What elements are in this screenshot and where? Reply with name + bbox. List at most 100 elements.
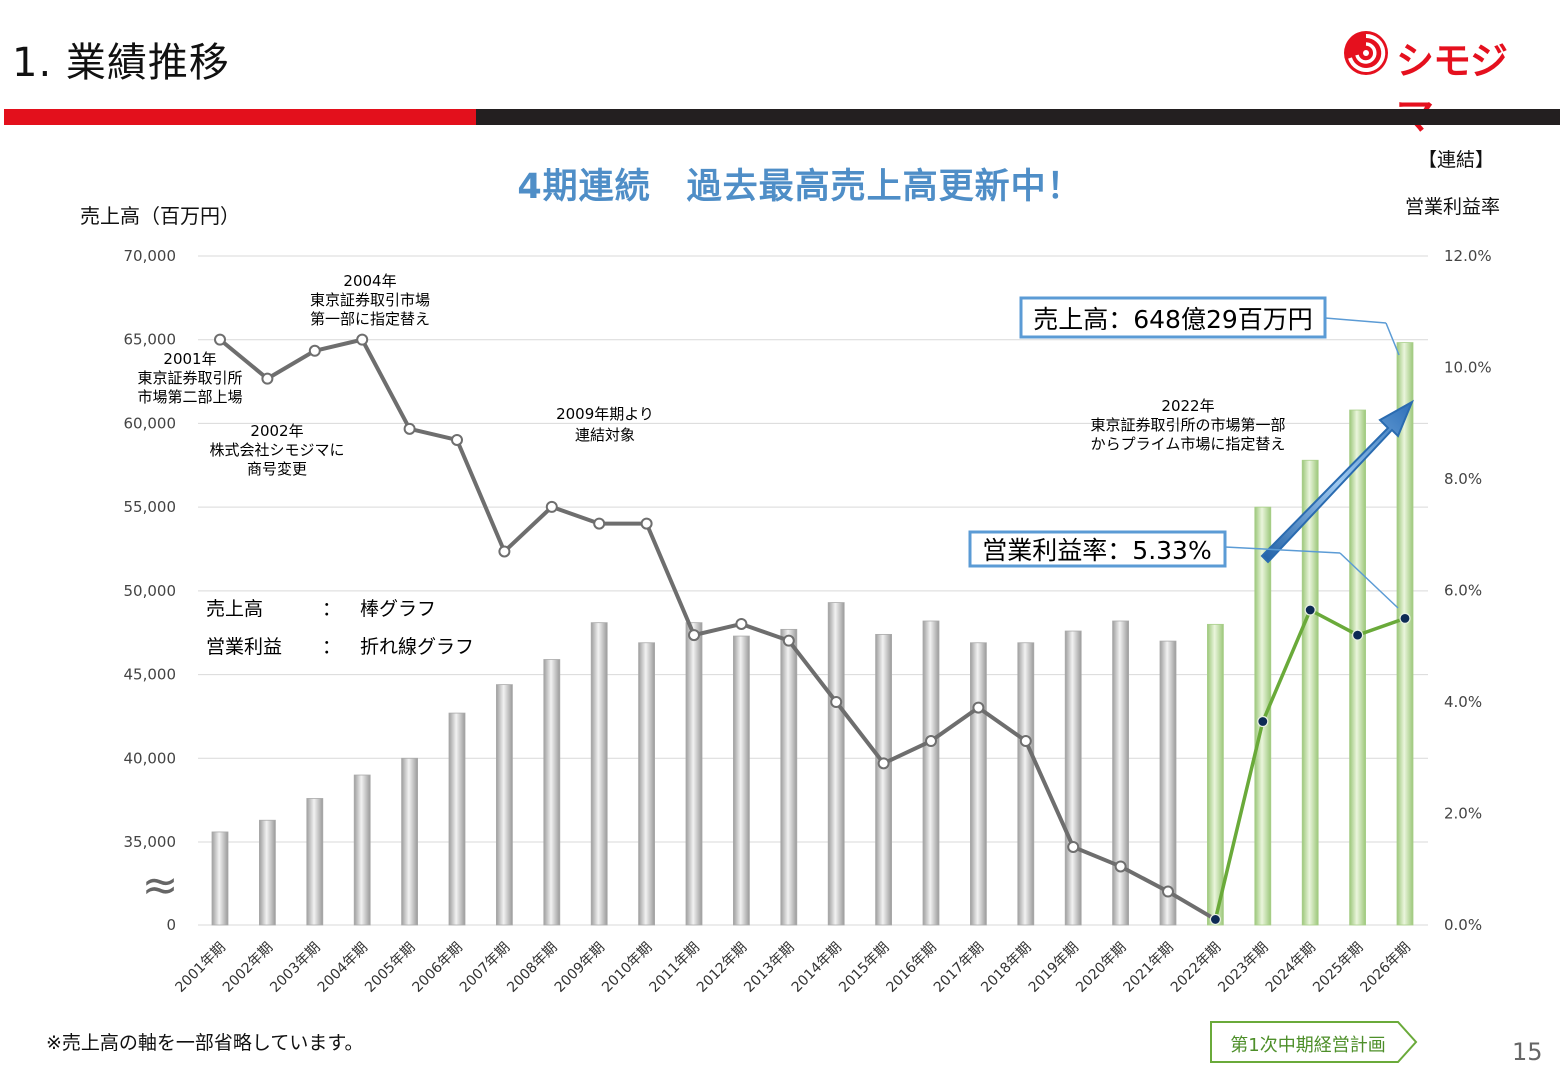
profit-margin-point	[1304, 604, 1316, 616]
profit-margin-point	[356, 333, 369, 346]
sales-bar	[875, 633, 892, 926]
x-tick-label: 2012年期	[694, 940, 750, 996]
profit-margin-point	[782, 634, 795, 647]
annotation-line: 東京証券取引所	[137, 369, 242, 387]
sales-bar	[733, 635, 750, 926]
sales-callout: 売上高：648億29百万円	[1019, 296, 1400, 356]
sales-bar	[1301, 459, 1319, 926]
annotation-line: 東京証券取引所の市場第一部	[1090, 416, 1285, 434]
y-right-tick-label: 6.0%	[1444, 582, 1482, 600]
profit-margin-point	[1399, 612, 1411, 624]
x-tick-label: 2026年期	[1358, 940, 1414, 996]
page-title: 1. 業績推移	[12, 40, 230, 86]
x-tick-label: 2001年期	[173, 940, 229, 996]
x-tick-label: 2003年期	[267, 940, 323, 996]
x-tick-label: 2025年期	[1310, 940, 1366, 996]
legend-sales-label: 売上高	[206, 598, 263, 620]
sales-bar	[970, 642, 987, 926]
y-left-tick-label: 50,000	[124, 582, 177, 600]
margin-callout-text: 営業利益率：5.33%	[982, 536, 1211, 565]
profit-margin-point	[688, 629, 700, 642]
profit-margin-point	[1114, 860, 1127, 873]
sales-bar	[306, 798, 324, 926]
profit-margin-point	[593, 517, 606, 530]
sales-bar	[353, 774, 371, 926]
x-tick-label: 2017年期	[931, 940, 987, 996]
x-tick-label: 2013年期	[741, 940, 797, 996]
profit-margin-point	[1019, 735, 1032, 748]
x-tick-label: 2007年期	[457, 940, 513, 996]
y-right-axis-title: 営業利益率	[1405, 196, 1501, 218]
profit-margin-point	[735, 617, 748, 630]
annotation-line: 東京証券取引市場	[310, 291, 430, 309]
y-left-tick-label: 55,000	[124, 498, 177, 516]
annotation-line: 2009年期より	[556, 405, 654, 423]
sales-callout-text: 売上高：648億29百万円	[1033, 305, 1313, 334]
sales-bar	[495, 684, 513, 926]
y-right-tick-label: 12.0%	[1444, 247, 1492, 265]
consolidated-label: 【連結】	[1418, 149, 1495, 171]
sales-bar	[258, 819, 276, 926]
profit-margin-point	[972, 701, 985, 714]
y-left-tick-label: 70,000	[124, 247, 177, 265]
annotation-line: 株式会社シモジマに	[209, 441, 344, 459]
growth-arrow	[1260, 399, 1415, 564]
profit-margin-line-historic	[218, 337, 1217, 922]
x-tick-label: 2019年期	[1026, 940, 1082, 996]
annotation-2002: 2002年 株式会社シモジマに 商号変更	[209, 422, 344, 478]
y-left-axis-title: 売上高（百万円）	[80, 204, 240, 228]
sales-bar	[448, 712, 466, 926]
annotation-line: 第一部に指定替え	[310, 310, 430, 328]
profit-margin-point	[214, 333, 226, 346]
x-tick-label: 2024年期	[1263, 940, 1319, 996]
annotation-line: 2022年	[1161, 397, 1214, 415]
profit-margin-point	[403, 422, 416, 435]
profit-margin-point	[1162, 885, 1174, 898]
x-tick-label: 2002年期	[220, 940, 276, 996]
y-left-tick-label: 45,000	[124, 666, 177, 684]
annotation-line: からプライム市場に指定替え	[1091, 435, 1286, 453]
sales-bar	[211, 831, 229, 926]
x-tick-label: 2021年期	[1121, 940, 1177, 996]
plan-badge: 第1次中期経営計画	[1210, 1021, 1418, 1063]
sales-bar	[1064, 630, 1082, 926]
x-tick-label: 2011年期	[647, 940, 703, 996]
logo-swirl-icon	[1344, 31, 1388, 75]
profit-margin-point	[308, 344, 321, 357]
annotation-2009: 2009年期より 連結対象	[556, 405, 654, 444]
y-left-tick-label: 60,000	[124, 414, 177, 432]
sales-bar	[401, 757, 419, 926]
legend-sales-type: 棒グラフ	[360, 598, 436, 620]
sales-bar	[543, 659, 561, 926]
header-divider-bar	[476, 109, 1560, 125]
profit-margin-point	[451, 433, 463, 446]
annotation-line: 2001年	[163, 350, 216, 368]
sales-bar	[1207, 623, 1224, 926]
x-tick-label: 2018年期	[978, 940, 1034, 996]
y-left-tick-label: 0	[166, 916, 176, 934]
y-right-tick-label: 0.0%	[1444, 916, 1482, 934]
legend-profit-type: 折れ線グラフ	[360, 636, 474, 658]
x-tick-label: 2006年期	[410, 940, 466, 996]
annotation-2004: 2004年 東京証券取引市場 第一部に指定替え	[310, 272, 430, 328]
annotation-2001: 2001年 東京証券取引所 市場第二部上場	[137, 350, 242, 406]
annotation-line: 連結対象	[575, 426, 635, 444]
legend-profit-label: 営業利益	[206, 636, 282, 658]
sales-bar	[827, 602, 845, 926]
sales-bar	[1159, 640, 1177, 926]
profit-margin-point	[545, 500, 558, 513]
margin-callout: 営業利益率：5.33%	[968, 530, 1399, 609]
x-tick-label: 2020年期	[1073, 940, 1129, 996]
annotation-2022: 2022年 東京証券取引所の市場第一部 からプライム市場に指定替え	[1090, 397, 1285, 453]
annotation-line: 2004年	[343, 272, 396, 290]
x-tick-label: 2008年期	[504, 940, 560, 996]
x-tick-label: 2004年期	[315, 940, 371, 996]
y-left-tick-label: 35,000	[124, 833, 177, 851]
y-right-tick-label: 10.0%	[1444, 359, 1492, 377]
x-tick-label: 2015年期	[836, 940, 892, 996]
annotation-line: 商号変更	[247, 460, 307, 478]
y-right-tick-label: 4.0%	[1444, 693, 1482, 711]
x-tick-label: 2022年期	[1168, 940, 1224, 996]
x-tick-label: 2010年期	[599, 940, 655, 996]
